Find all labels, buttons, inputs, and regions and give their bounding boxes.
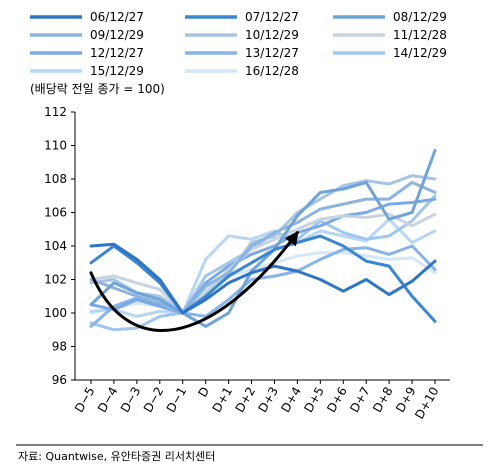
x-tick-label: D−5 bbox=[72, 385, 98, 415]
x-tick-label: D−4 bbox=[95, 385, 121, 415]
legend-label: 06/12/27 bbox=[90, 10, 144, 24]
legend-label: 08/12/29 bbox=[393, 10, 447, 24]
y-axis: 96 98 100 102 104 106 108 110 112 bbox=[44, 105, 76, 387]
legend-item: 09/12/29 bbox=[30, 28, 144, 42]
legend-item: 10/12/29 bbox=[185, 28, 299, 42]
legend-label: 10/12/29 bbox=[245, 28, 299, 42]
y-tick-label: 108 bbox=[44, 172, 67, 186]
x-tick-label: D+8 bbox=[370, 385, 396, 415]
y-tick-label: 104 bbox=[44, 239, 67, 253]
series-line bbox=[89, 251, 437, 315]
legend-item: 08/12/29 bbox=[333, 10, 447, 24]
x-tick-label: D+10 bbox=[412, 385, 441, 422]
legend-item: 16/12/28 bbox=[185, 64, 299, 78]
legend-label: 12/12/27 bbox=[90, 46, 144, 60]
x-tick-label: D+4 bbox=[278, 385, 304, 415]
legend-label: 16/12/28 bbox=[245, 64, 299, 78]
series-line bbox=[89, 234, 437, 323]
legend-label: 11/12/28 bbox=[393, 28, 447, 42]
legend-label: 09/12/29 bbox=[90, 28, 144, 42]
legend-label: 07/12/27 bbox=[245, 10, 299, 24]
trend-arrow-head bbox=[284, 231, 299, 247]
legend-item: 06/12/27 bbox=[30, 10, 144, 24]
x-axis: D−5D−4D−3D−2D−1 DD+1D+2D+3D+4D+5D+6D+7D+8… bbox=[72, 379, 450, 422]
series-line bbox=[89, 217, 437, 318]
legend-item: 11/12/28 bbox=[333, 28, 447, 42]
legend-item: 13/12/27 bbox=[185, 46, 299, 60]
x-tick-label: D+1 bbox=[210, 385, 236, 415]
y-tick-label: 100 bbox=[44, 306, 67, 320]
x-tick-label: D bbox=[196, 385, 213, 400]
trend-arrow-annotation bbox=[89, 231, 299, 332]
y-tick-label: 106 bbox=[44, 206, 67, 220]
legend-label: 15/12/29 bbox=[90, 64, 144, 78]
source-note: 자료: Quantwise, 유안타증권 리서치센터 bbox=[18, 450, 215, 463]
legend-item: 07/12/27 bbox=[185, 10, 299, 24]
x-tick-label: D−3 bbox=[118, 385, 144, 415]
y-tick-label: 102 bbox=[44, 273, 67, 287]
legend-item: 12/12/27 bbox=[30, 46, 144, 60]
unit-label: (배당락 전일 종가 = 100) bbox=[30, 82, 165, 96]
trend-arrow-curve bbox=[89, 231, 299, 332]
y-tick-label: 98 bbox=[52, 340, 67, 354]
series-line bbox=[89, 242, 437, 315]
y-tick-label: 110 bbox=[44, 139, 67, 153]
x-tick-label: D−1 bbox=[164, 385, 190, 415]
series-line bbox=[89, 244, 437, 328]
x-tick-label: D+6 bbox=[324, 385, 350, 415]
series-group bbox=[89, 149, 437, 332]
x-tick-label: D−2 bbox=[141, 385, 167, 415]
x-tick-label: D+3 bbox=[255, 385, 281, 415]
series-line bbox=[89, 212, 437, 315]
x-tick-label: D+5 bbox=[301, 385, 327, 415]
series-line bbox=[89, 197, 437, 315]
legend-item: 14/12/29 bbox=[333, 46, 447, 60]
x-tick-label: D+7 bbox=[347, 385, 373, 415]
series-line bbox=[89, 149, 437, 328]
y-tick-label: 96 bbox=[52, 373, 67, 387]
y-tick-label: 112 bbox=[44, 105, 67, 119]
legend-label: 13/12/27 bbox=[245, 46, 299, 60]
legend-item: 15/12/29 bbox=[30, 64, 144, 78]
x-tick-label: D+2 bbox=[233, 385, 259, 415]
legend-label: 14/12/29 bbox=[393, 46, 447, 60]
legend: 06/12/27 07/12/27 08/12/29 09/12/29 10/12/29… bbox=[30, 10, 447, 78]
